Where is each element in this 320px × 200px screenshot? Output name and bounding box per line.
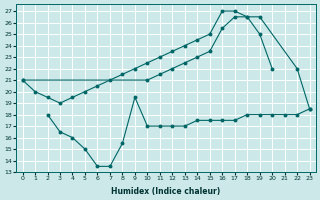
X-axis label: Humidex (Indice chaleur): Humidex (Indice chaleur) xyxy=(111,187,221,196)
